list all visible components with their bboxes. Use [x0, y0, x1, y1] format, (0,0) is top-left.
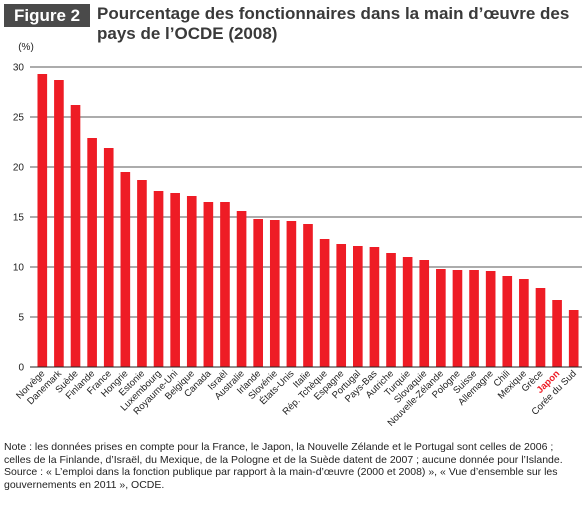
bar: [286, 221, 297, 367]
bar: [485, 271, 496, 367]
bar: [153, 191, 164, 367]
y-tick-label: 10: [13, 263, 25, 274]
y-tick-label: 15: [13, 213, 25, 224]
bar: [253, 219, 263, 367]
bar: [54, 80, 64, 367]
bar: [220, 202, 230, 367]
bar: [236, 211, 247, 367]
y-tick-labels: 0 5 10 15 20 25 30: [13, 63, 25, 374]
bar-chart: 0 5 10 15 20 25 30 (%) NorvègeDanemarkSuèdeFin…: [13, 42, 582, 429]
bar: [452, 270, 463, 367]
y-tick-label: 30: [13, 63, 25, 74]
y-tick-label: 20: [13, 163, 25, 174]
bar: [419, 260, 430, 367]
bar: [353, 246, 363, 367]
bar: [203, 202, 214, 367]
y-axis-unit-label: (%): [18, 42, 34, 53]
bar: [186, 196, 197, 367]
y-tick-label: 0: [18, 363, 24, 374]
bar: [552, 300, 562, 367]
bar: [568, 310, 579, 367]
bar: [386, 253, 396, 367]
bar: [535, 288, 546, 367]
y-tick-label: 25: [13, 113, 25, 124]
bar: [502, 276, 513, 367]
y-tick-label: 5: [18, 313, 24, 324]
bar: [37, 74, 48, 367]
bar: [336, 244, 347, 367]
bar: [519, 279, 529, 367]
bar: [120, 172, 131, 367]
figure-number-badge: Figure 2: [4, 4, 91, 27]
bar: [303, 224, 313, 367]
bar: [70, 105, 81, 367]
bar: [103, 148, 114, 367]
bar: [87, 138, 97, 367]
chart-title: Pourcentage des fonctionnaires dans la m…: [97, 4, 570, 43]
notes-block: Note : les données prises en compte pour…: [4, 441, 582, 491]
bar: [269, 220, 280, 367]
bar: [469, 270, 479, 367]
note-text: Note : les données prises en compte pour…: [4, 441, 563, 466]
bar: [319, 239, 330, 367]
bar: [170, 193, 180, 367]
x-tick-labels: NorvègeDanemarkSuèdeFinlandeFranceHongri…: [14, 368, 579, 429]
source-text: Source : « L’emploi dans la fonction pub…: [4, 466, 558, 491]
bar: [402, 257, 413, 367]
bar: [137, 180, 147, 367]
bars: [37, 74, 579, 367]
bar: [436, 269, 446, 367]
bar: [369, 247, 380, 367]
